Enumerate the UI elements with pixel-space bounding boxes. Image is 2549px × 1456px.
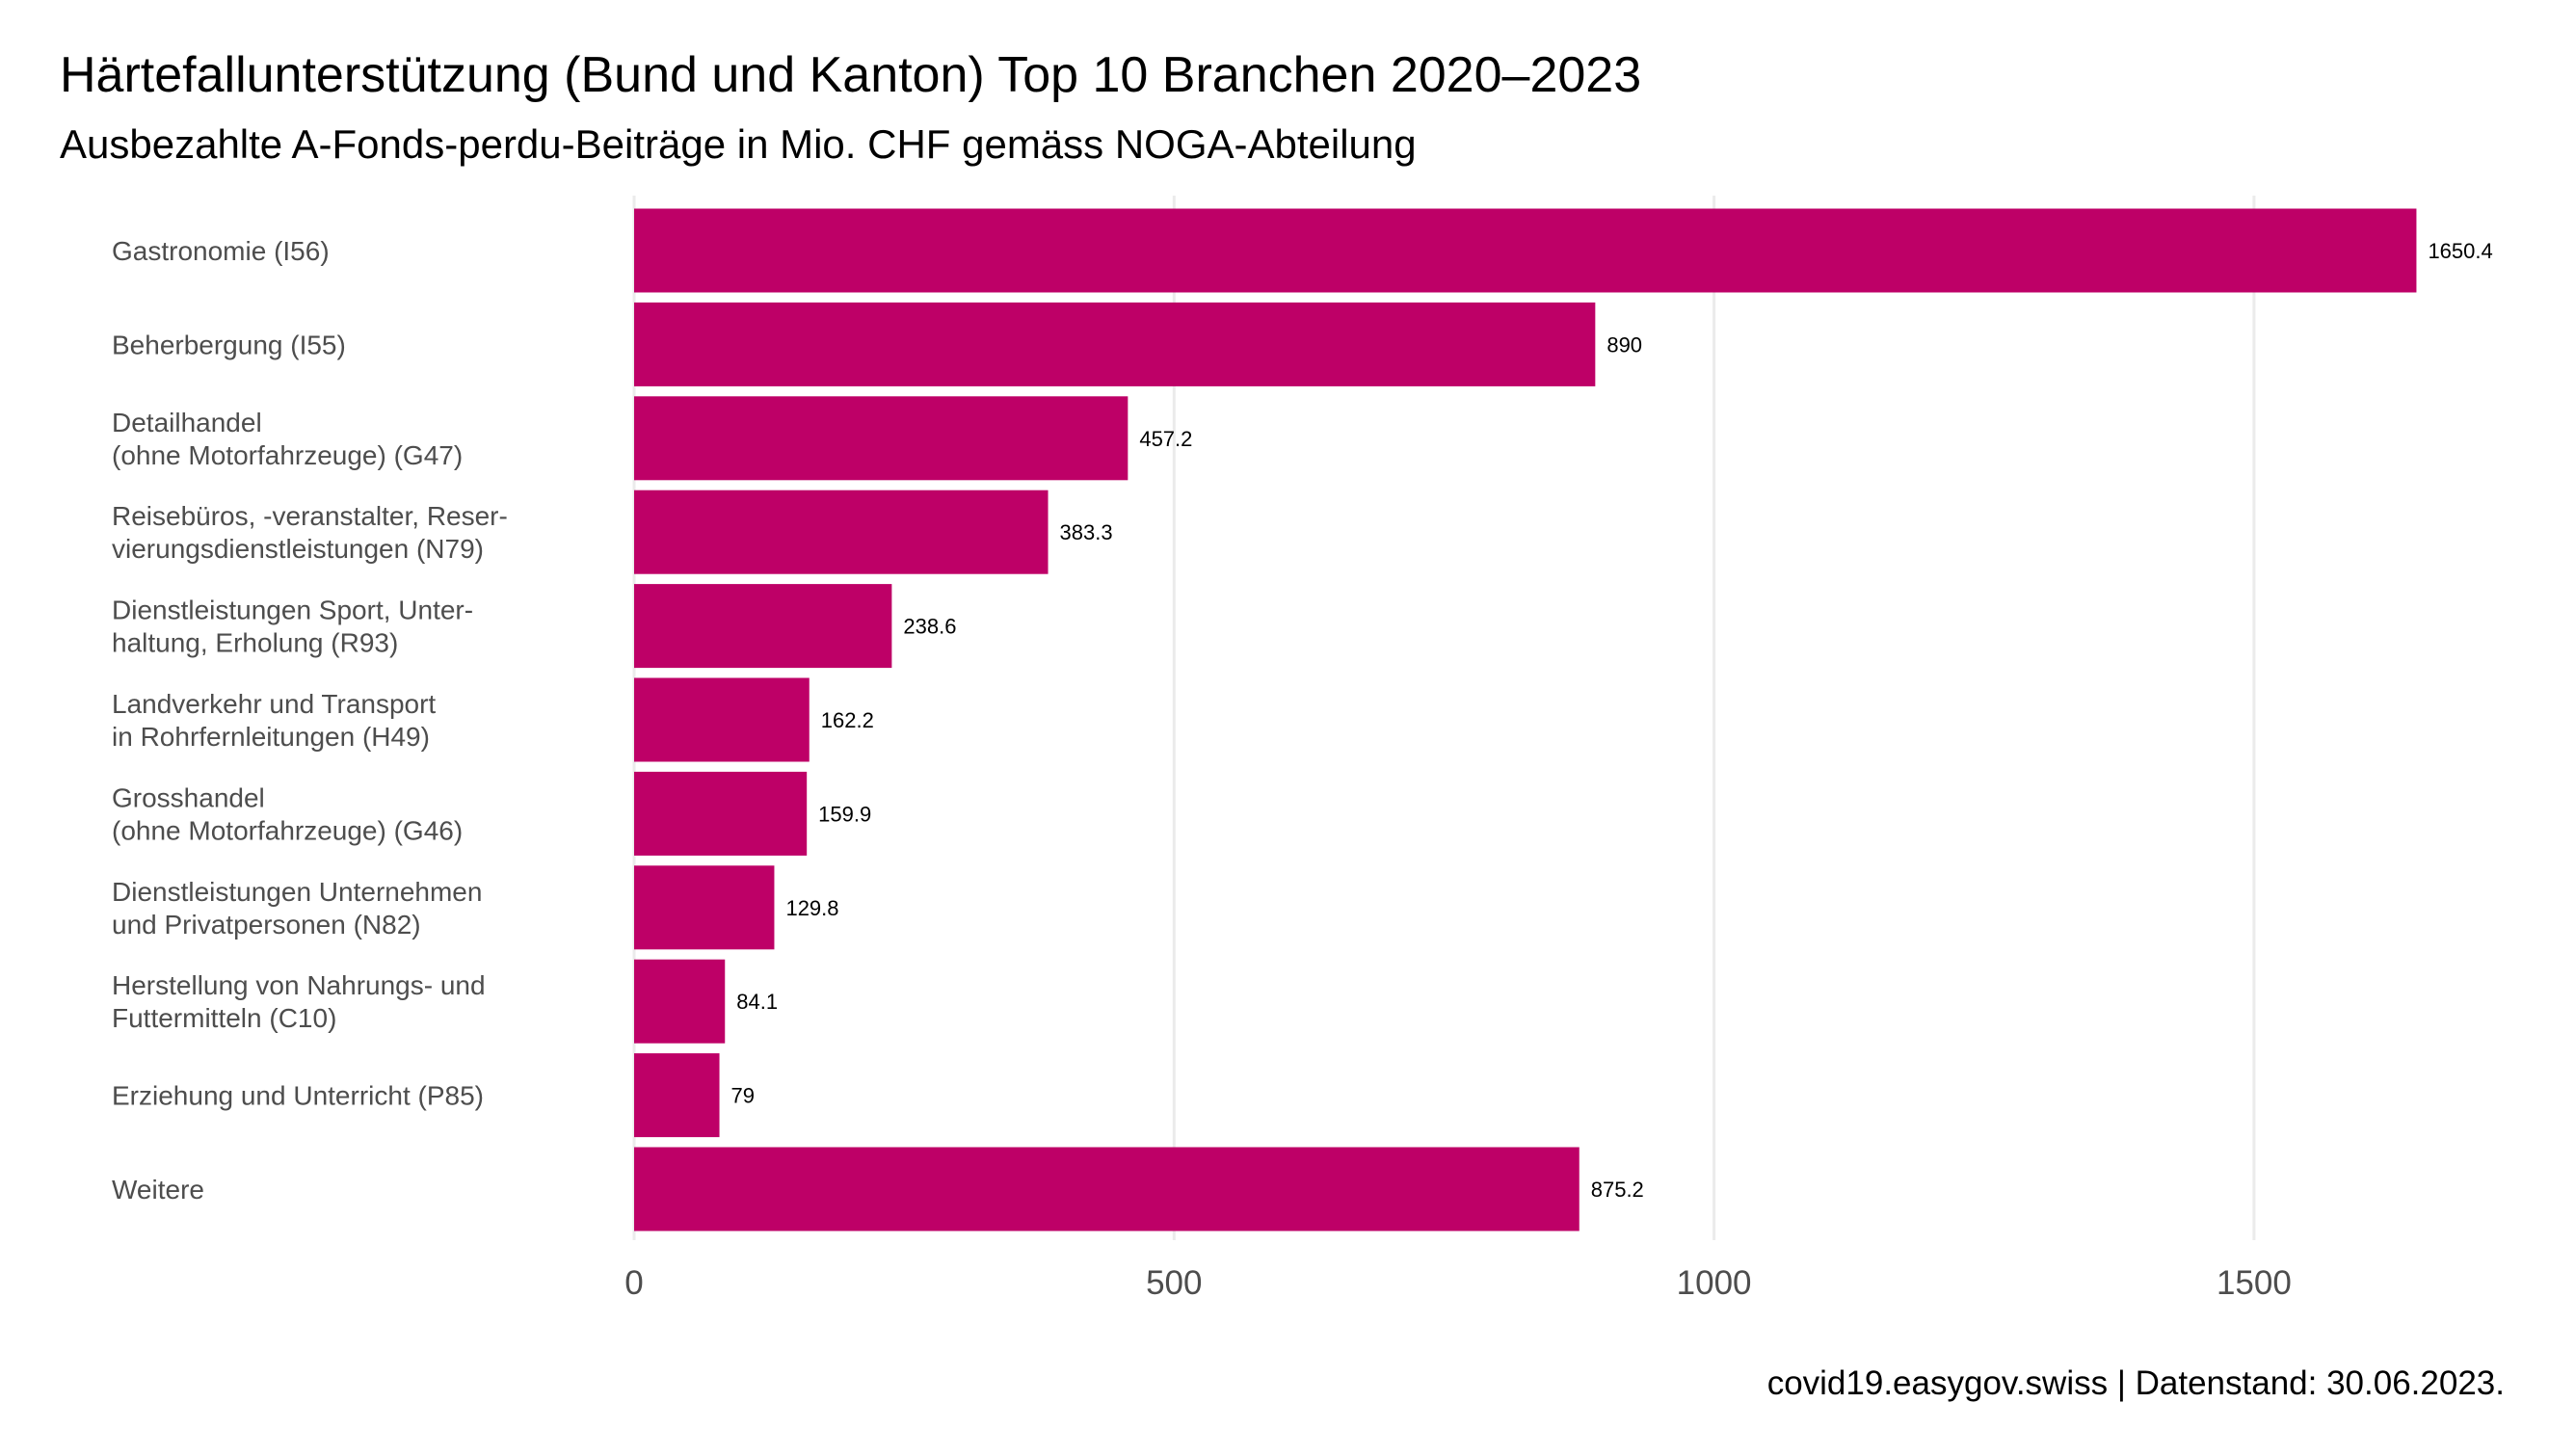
x-tick-label: 500 [1146, 1264, 1202, 1302]
chart-title: Härtefallunterstützung (Bund und Kanton)… [60, 47, 1642, 103]
bar [634, 490, 1049, 574]
value-labels: 1650.4 890 457.2 383.3 238.6 162.2 159.9 129.8 8… [731, 239, 2493, 1202]
x-tick-label: 1000 [1677, 1264, 1752, 1302]
bar [634, 865, 775, 950]
value-label: 162.2 [821, 708, 874, 732]
x-tick-label: 1500 [2217, 1264, 2292, 1302]
category-label: Dienstleistungen Sport, Unter-haltung, E… [112, 596, 473, 658]
category-labels: Gastronomie (I56) Beherbergung (I55) Detai… [112, 236, 508, 1205]
bar [634, 302, 1596, 386]
category-label: Dienstleistungen Unternehmen und Privatpe… [112, 877, 482, 940]
category-label: Landverkehr und Transport in Rohrfernleit… [112, 689, 436, 752]
bar [634, 584, 892, 669]
bar [634, 208, 2417, 293]
value-label: 890 [1606, 332, 1642, 357]
value-label: 457.2 [1139, 427, 1192, 451]
bars [634, 208, 2417, 1231]
category-label: Gastronomie (I56) [112, 236, 330, 266]
value-label: 383.3 [1060, 520, 1113, 544]
category-label: Grosshandel (ohne Motorfahrzeuge) (G46) [112, 782, 463, 845]
x-axis-tick-labels: 0 500 1000 1500 [624, 1264, 2292, 1302]
bar [634, 959, 726, 1044]
chart-subtitle: Ausbezahlte A-Fonds-perdu-Beiträge in Mi… [60, 121, 1417, 167]
category-label: Weitere [112, 1175, 204, 1205]
category-label: Beherbergung (I55) [112, 330, 346, 359]
bar [634, 1053, 720, 1138]
category-label: Herstellung von Nahrungs- und Futtermitte… [112, 970, 486, 1033]
value-label: 159.9 [818, 802, 871, 826]
value-label: 875.2 [1591, 1178, 1644, 1202]
bar [634, 677, 810, 762]
bar [634, 1147, 1580, 1231]
source-caption: covid19.easygov.swiss | Datenstand: 30.0… [1766, 1364, 2505, 1402]
value-label: 79 [731, 1084, 755, 1108]
value-label: 129.8 [785, 896, 838, 920]
value-label: 238.6 [903, 615, 956, 639]
value-label: 1650.4 [2428, 239, 2492, 263]
bar [634, 396, 1128, 481]
category-label: Detailhandel (ohne Motorfahrzeuge) (G47) [112, 408, 463, 470]
x-tick-label: 0 [624, 1264, 643, 1302]
category-label: Erziehung und Unterricht (P85) [112, 1081, 484, 1111]
bar [634, 771, 808, 856]
value-label: 84.1 [736, 990, 778, 1014]
category-label: Reisebüros, -veranstalter, Reser-vierung… [112, 501, 508, 564]
